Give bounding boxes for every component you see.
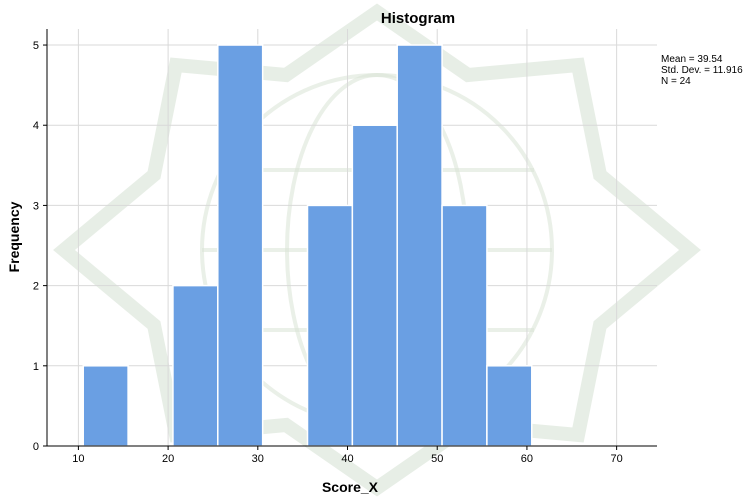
- x-tick-label-40: 40: [341, 453, 353, 465]
- x-tick-label-10: 10: [72, 453, 84, 465]
- histogram-bar-3: [217, 44, 264, 447]
- y-tick-label-4: 4: [33, 120, 39, 132]
- histogram-bar-7: [396, 44, 443, 447]
- y-tick-label-3: 3: [33, 200, 39, 212]
- histogram-bar-5: [306, 204, 354, 447]
- histogram-bar-6: [351, 124, 398, 447]
- histogram-bar-2: [172, 284, 219, 447]
- y-tick-label-0: 0: [33, 441, 39, 453]
- x-tick-label-30: 30: [252, 453, 264, 465]
- y-tick-label-1: 1: [33, 361, 39, 373]
- y-tick-label-5: 5: [33, 40, 39, 52]
- x-tick-label-60: 60: [521, 453, 533, 465]
- histogram-bars: [82, 44, 533, 447]
- x-tick-label-20: 20: [162, 453, 174, 465]
- y-axis-label: Frequency: [6, 201, 22, 272]
- x-tick-label-70: 70: [611, 453, 623, 465]
- chart-title: Histogram: [381, 10, 455, 27]
- stats-n: N = 24: [661, 76, 691, 87]
- y-tick-label-2: 2: [33, 281, 39, 293]
- histogram-bar-8: [441, 204, 488, 447]
- x-tick-labels: 10 20 30 40 50 60 70: [72, 446, 623, 465]
- x-axis-label: Score_X: [322, 479, 379, 495]
- histogram-bar-9: [486, 365, 533, 447]
- stats-mean: Mean = 39.54: [661, 54, 723, 65]
- stats-std-dev: Std. Dev. = 11.916: [661, 65, 743, 76]
- x-tick-label-50: 50: [431, 453, 443, 465]
- statistics-legend: Mean = 39.54 Std. Dev. = 11.916 N = 24: [661, 54, 743, 87]
- histogram-bar-0: [82, 365, 129, 447]
- y-tick-labels: 0 1 2 3 4 5: [33, 40, 47, 453]
